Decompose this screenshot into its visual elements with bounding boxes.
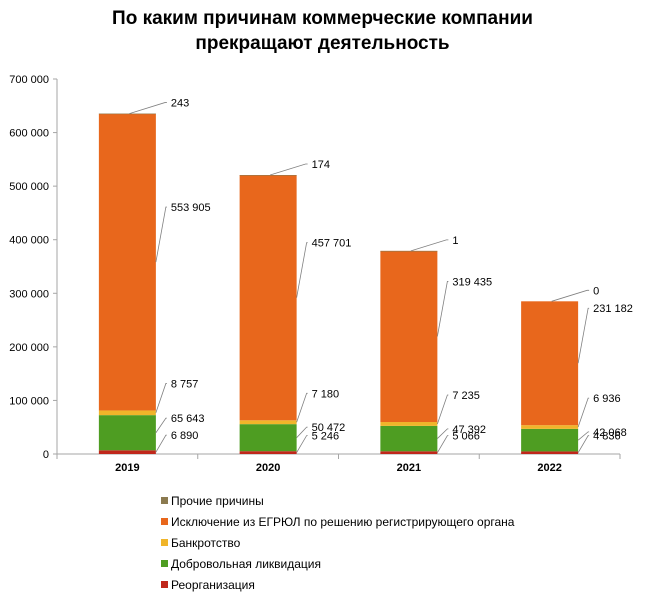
y-tick-label: 100 000: [9, 395, 49, 407]
leader-line: [577, 307, 590, 364]
bar-segment: [239, 175, 297, 421]
data-label: 5 066: [452, 431, 480, 443]
bar-segment: [380, 451, 438, 454]
data-label: 243: [171, 98, 189, 110]
data-label: 42 068: [593, 427, 627, 439]
data-label: 457 701: [312, 238, 352, 250]
data-label: 65 643: [171, 413, 205, 425]
bar-segment: [98, 410, 156, 416]
legend: Прочие причины Исключение из ЕГРЮЛ по реш…: [161, 490, 514, 595]
legend-swatch: [161, 560, 168, 567]
legend-label: Банкротство: [171, 535, 241, 550]
leader-line: [410, 239, 449, 252]
y-tick-label: 600 000: [9, 128, 49, 140]
x-tick-label: 2022: [537, 462, 561, 474]
data-label: 6 936: [593, 393, 621, 405]
bar-segment: [98, 113, 156, 115]
leader-line: [437, 435, 449, 453]
bar-segment: [521, 451, 579, 454]
leader-line: [129, 102, 167, 114]
y-tick-label: 300 000: [9, 288, 49, 300]
bar-segment: [380, 425, 438, 452]
leader-line: [296, 242, 308, 298]
data-label: 7 180: [312, 388, 340, 400]
bar-segment: [521, 301, 579, 426]
chart-title: По каким причинам коммерческие компании …: [0, 6, 645, 56]
data-label: 174: [312, 159, 330, 171]
leader-line: [155, 383, 167, 413]
bar-segment: [98, 415, 156, 451]
leader-line: [577, 435, 590, 453]
legend-label: Прочие причины: [171, 493, 264, 508]
bar-segment: [380, 422, 438, 426]
y-tick-label: 0: [43, 449, 49, 461]
legend-label: Исключение из ЕГРЮЛ по решению регистрир…: [171, 514, 515, 529]
x-tick-label: 2021: [397, 462, 421, 474]
data-label: 0: [593, 285, 599, 297]
data-label: 231 182: [593, 303, 633, 315]
data-label: 4 836: [593, 431, 621, 443]
leader-line: [296, 426, 308, 438]
y-tick-label: 200 000: [9, 342, 49, 354]
y-tick-label: 700 000: [9, 74, 49, 86]
y-tick-label: 500 000: [9, 181, 49, 193]
leader-line: [296, 435, 308, 453]
x-tick-label: 2019: [115, 462, 139, 474]
data-label: 47 392: [452, 424, 486, 436]
legend-label: Добровольная ликвидация: [171, 556, 321, 571]
leader-line: [155, 206, 167, 263]
leader-line: [270, 163, 308, 176]
bar-segment: [239, 424, 297, 452]
bar-segment: [380, 250, 438, 252]
legend-label: Реорганизация: [171, 577, 255, 592]
data-label: 319 435: [452, 276, 492, 288]
legend-item: Прочие причины: [161, 490, 514, 511]
leader-line: [155, 434, 167, 453]
leader-line: [436, 394, 449, 425]
bar-segment: [239, 451, 297, 454]
bar-segment: [380, 250, 438, 423]
data-label: 1: [452, 235, 458, 247]
data-label: 553 905: [171, 202, 211, 214]
legend-item: Реорганизация: [161, 574, 514, 595]
legend-item: Банкротство: [161, 532, 514, 553]
legend-swatch: [161, 497, 168, 504]
leader-line: [551, 289, 590, 302]
bar-segment: [98, 113, 156, 411]
chart-title-line-2: прекращают деятельность: [195, 33, 450, 54]
legend-swatch: [161, 581, 168, 588]
data-label: 6 890: [171, 430, 199, 442]
leader-line: [436, 281, 449, 337]
data-label: 8 757: [171, 378, 199, 390]
legend-item: Исключение из ЕГРЮЛ по решению регистрир…: [161, 511, 514, 532]
chart-title-line-1: По каким причинам коммерческие компании: [112, 8, 533, 29]
bar-segment: [239, 420, 297, 425]
bar-segment: [239, 175, 297, 176]
bar-segment: [521, 425, 579, 429]
leader-line: [296, 392, 308, 423]
y-tick-label: 400 000: [9, 235, 49, 247]
leader-line: [577, 397, 590, 428]
data-label: 5 246: [312, 431, 340, 443]
leader-line: [577, 431, 590, 441]
bar-segment: [98, 450, 156, 454]
data-label: 7 235: [452, 390, 480, 402]
bar-segment: [521, 428, 579, 452]
legend-swatch: [161, 518, 168, 525]
leader-line: [155, 417, 167, 433]
leader-line: [437, 428, 449, 439]
legend-swatch: [161, 539, 168, 546]
x-tick-label: 2020: [256, 462, 280, 474]
data-label: 50 472: [312, 422, 346, 434]
legend-item: Добровольная ликвидация: [161, 553, 514, 574]
